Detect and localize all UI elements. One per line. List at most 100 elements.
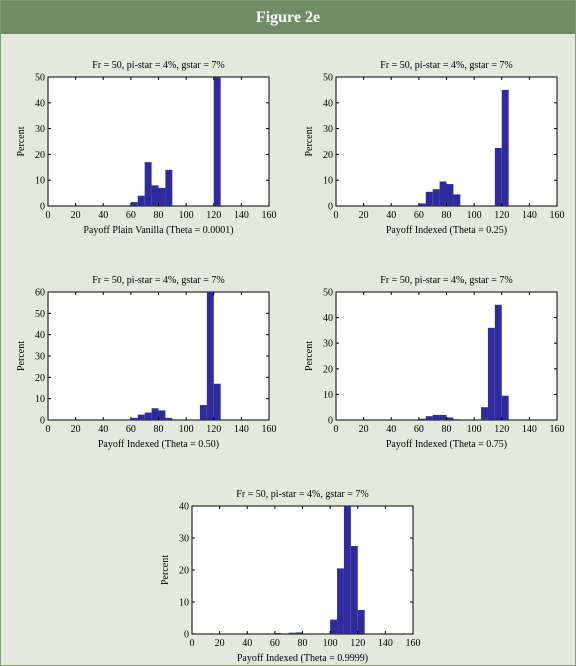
x-tick-label: 0 — [190, 638, 195, 649]
x-tick-label: 80 — [298, 638, 308, 649]
bar — [501, 89, 509, 206]
bar — [432, 189, 440, 206]
y-tick-label: 40 — [323, 98, 333, 109]
histogram-chart-2: 0 20 40 60 80 100 120 140 160 0 10 20 30 40 50 Fr = 50,… — [304, 60, 565, 236]
bar — [295, 632, 303, 634]
y-tick-label: 0 — [328, 202, 333, 213]
x-tick-label: 160 — [262, 210, 277, 221]
y-axis-label: Percent — [16, 126, 27, 156]
bar — [357, 610, 365, 634]
figure-title: Figure 2e — [1, 1, 575, 34]
bar — [343, 506, 351, 634]
x-axis-label: Payoff Plain Vanilla (Theta = 0.0001) — [83, 225, 233, 236]
x-tick-label: 20 — [71, 210, 81, 221]
x-tick-label: 140 — [522, 210, 537, 221]
bar — [199, 405, 207, 420]
plot-area — [191, 505, 414, 635]
plot-area — [335, 291, 558, 421]
bar — [453, 194, 461, 206]
x-tick-label: 60 — [414, 210, 424, 221]
y-tick-label: 30 — [179, 534, 189, 545]
y-tick-label: 50 — [323, 288, 333, 299]
x-tick-label: 120 — [494, 210, 509, 221]
x-tick-label: 20 — [71, 424, 81, 435]
x-tick-label: 40 — [98, 210, 108, 221]
x-axis-label: Payoff Indexed (Theta = 0.75) — [386, 439, 507, 450]
plot-area — [47, 76, 270, 207]
x-tick-label: 40 — [242, 638, 252, 649]
bar — [130, 202, 138, 206]
y-tick-label: 40 — [323, 313, 333, 324]
bar — [494, 304, 502, 420]
bar — [487, 327, 495, 420]
histogram-chart-1: 0 20 40 60 80 100 120 140 160 0 10 20 30 40 50 Fr = 50,… — [16, 60, 277, 236]
y-tick-label: 0 — [328, 416, 333, 427]
y-tick-label: 20 — [179, 566, 189, 577]
bar — [481, 407, 488, 420]
x-tick-label: 120 — [206, 210, 221, 221]
bar — [425, 416, 433, 420]
bar — [494, 147, 502, 206]
y-tick-label: 20 — [323, 364, 333, 375]
x-tick-label: 20 — [359, 210, 369, 221]
y-tick-label: 10 — [35, 176, 45, 187]
y-tick-label: 0 — [40, 416, 45, 427]
bar — [213, 77, 221, 206]
y-tick-label: 10 — [35, 394, 45, 405]
y-tick-label: 10 — [323, 390, 333, 401]
bar — [137, 414, 145, 420]
x-tick-label: 160 — [406, 638, 421, 649]
x-tick-label: 0 — [334, 424, 339, 435]
x-tick-label: 0 — [46, 210, 51, 221]
bar — [446, 417, 454, 420]
bar — [144, 412, 152, 420]
bar — [330, 619, 338, 634]
y-tick-label: 50 — [35, 309, 45, 320]
x-tick-label: 160 — [550, 424, 565, 435]
bar — [158, 410, 166, 420]
x-tick-label: 60 — [414, 424, 424, 435]
y-tick-label: 0 — [184, 630, 189, 641]
y-tick-label: 40 — [179, 502, 189, 513]
x-tick-label: 0 — [46, 424, 51, 435]
bar — [213, 383, 221, 420]
bar — [439, 181, 447, 206]
bar — [151, 185, 159, 206]
bar — [151, 408, 159, 420]
y-axis-label: Percent — [304, 341, 315, 371]
x-tick-label: 80 — [154, 424, 164, 435]
x-tick-label: 160 — [262, 424, 277, 435]
bar — [439, 414, 447, 420]
y-tick-label: 30 — [35, 124, 45, 135]
histogram-chart-4: 0 20 40 60 80 100 120 140 160 0 10 20 30 40 50 Fr = 50,… — [304, 275, 565, 450]
y-tick-label: 20 — [323, 150, 333, 161]
x-tick-label: 100 — [467, 424, 482, 435]
y-axis-label: Percent — [16, 341, 27, 371]
plot-area — [47, 291, 270, 421]
chart-title: Fr = 50, pi-star = 4%, gstar = 7% — [92, 60, 224, 71]
bar — [337, 568, 344, 634]
bar — [165, 417, 173, 420]
x-tick-label: 120 — [494, 424, 509, 435]
y-tick-label: 50 — [35, 73, 45, 84]
bar — [350, 546, 358, 634]
x-tick-label: 140 — [234, 210, 249, 221]
x-tick-label: 0 — [334, 210, 339, 221]
chart-title: Fr = 50, pi-star = 4%, gstar = 7% — [92, 275, 224, 286]
y-tick-label: 10 — [179, 598, 189, 609]
y-tick-label: 30 — [323, 339, 333, 350]
bar — [432, 414, 440, 420]
x-tick-label: 60 — [270, 638, 280, 649]
x-tick-label: 60 — [126, 424, 136, 435]
x-tick-label: 100 — [323, 638, 338, 649]
x-axis-label: Payoff Indexed (Theta = 0.9999) — [237, 653, 368, 664]
x-tick-label: 100 — [179, 424, 194, 435]
histogram-chart-3: 0 20 40 60 80 100 120 140 160 0 10 20 30 40 50 60 Fr = 5… — [16, 275, 277, 450]
y-tick-label: 60 — [35, 288, 45, 299]
x-tick-label: 120 — [206, 424, 221, 435]
chart-title: Fr = 50, pi-star = 4%, gstar = 7% — [380, 275, 512, 286]
x-tick-label: 20 — [215, 638, 225, 649]
x-tick-label: 120 — [350, 638, 365, 649]
